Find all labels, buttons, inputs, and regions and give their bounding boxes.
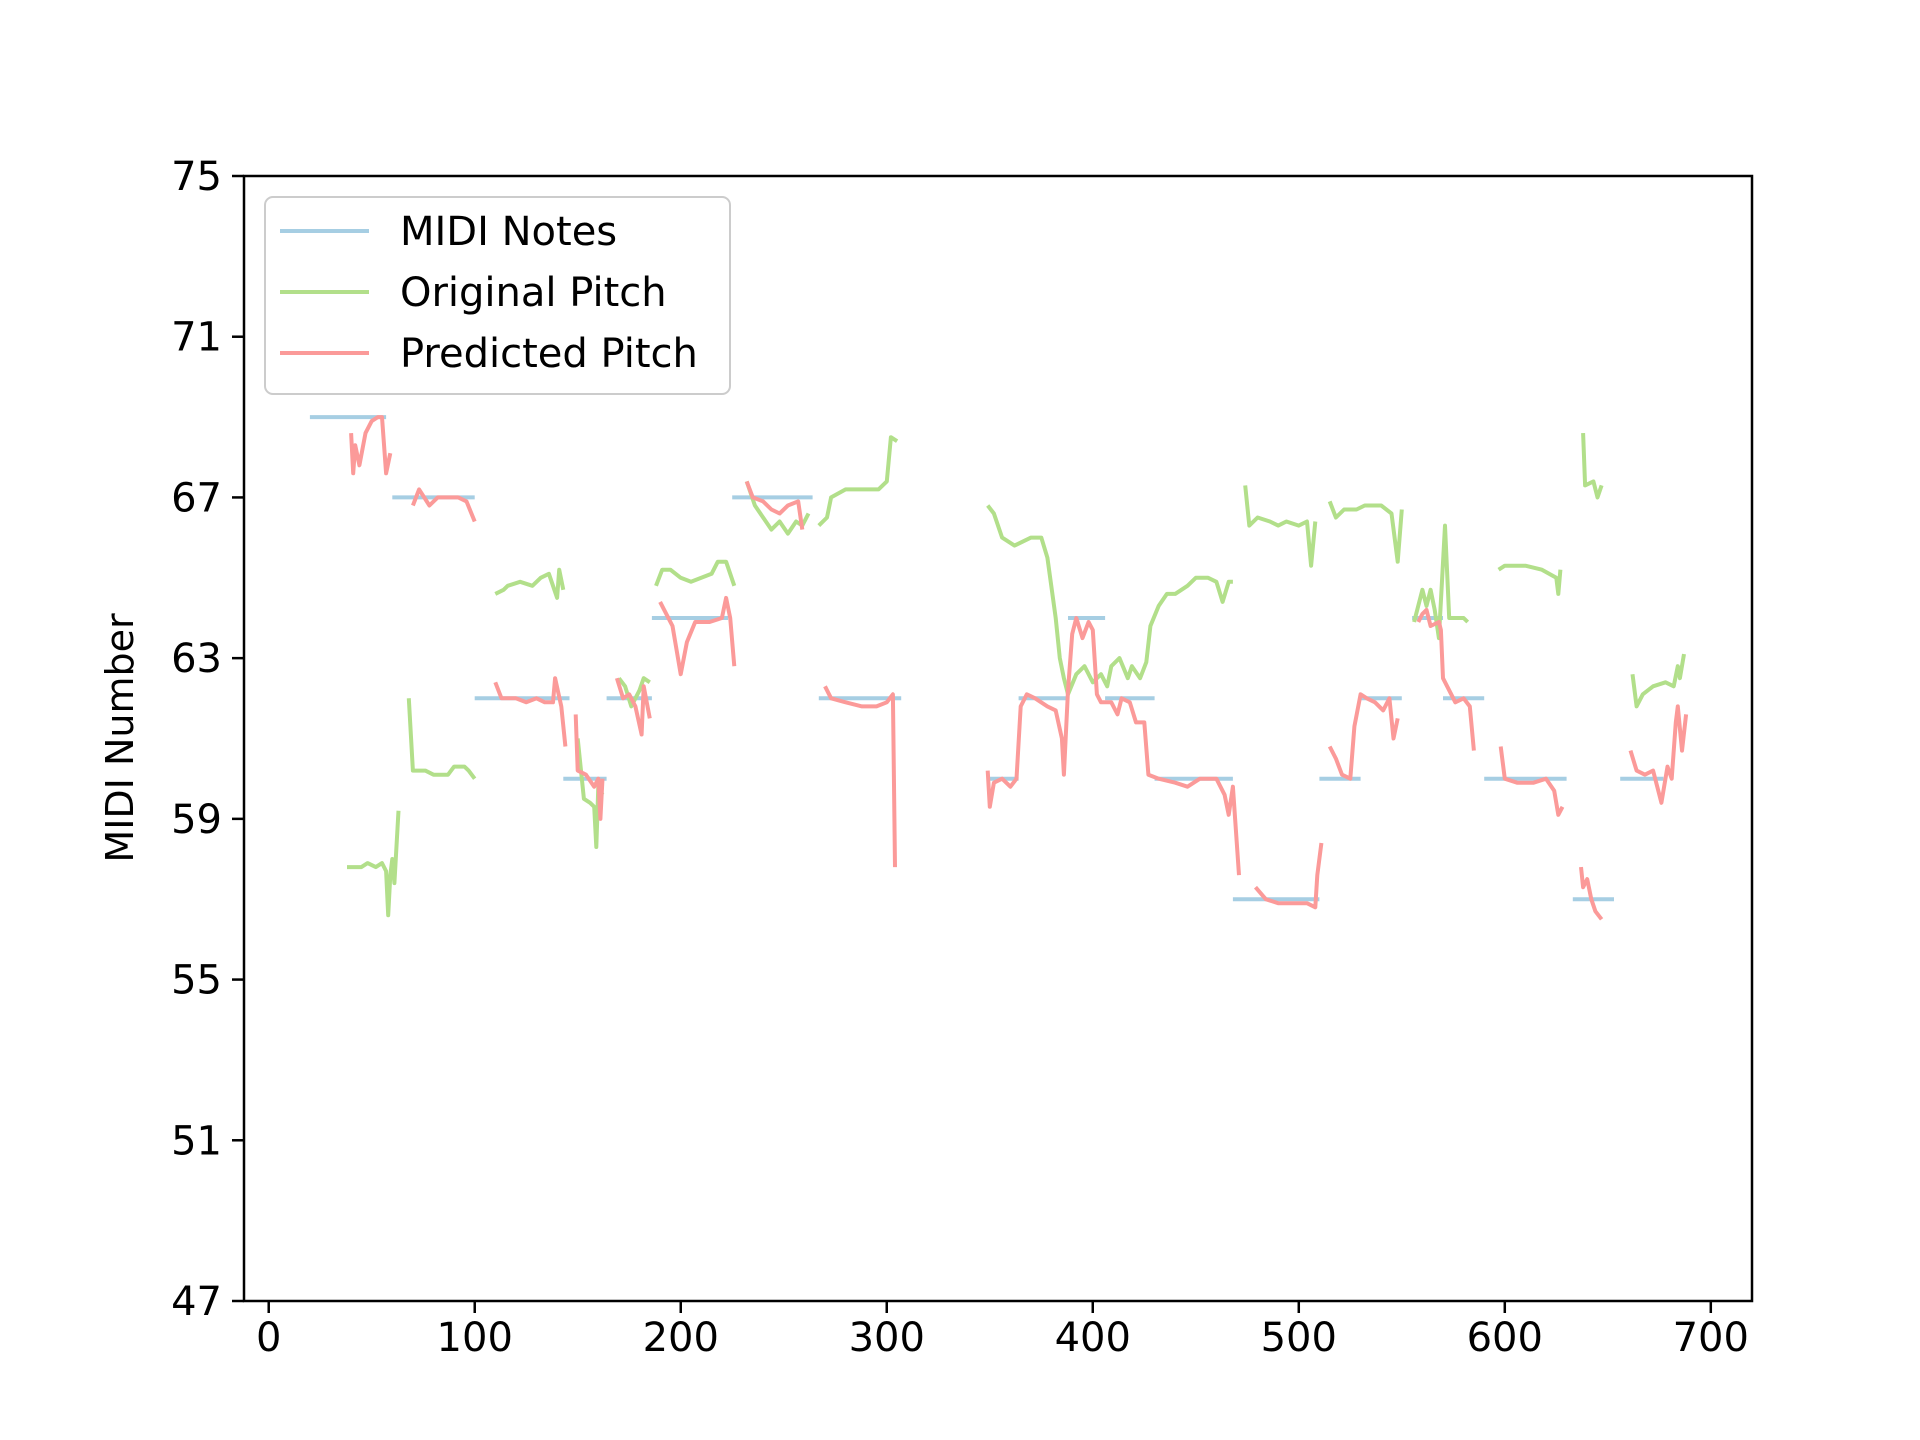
series-original-pitch — [347, 433, 1686, 918]
series-layer — [309, 415, 1689, 921]
predicted-pitch-segment — [614, 677, 652, 737]
predicted-pitch-segment — [1416, 607, 1476, 751]
ticks-layer: 0 100 200 300 400 500 600 700 47 51 55 59 63 67 71 75 — [171, 154, 1749, 1361]
original-pitch-segment — [1327, 500, 1404, 564]
predicted-pitch-segment — [823, 685, 897, 868]
series-predicted-pitch — [349, 415, 1689, 921]
y-tick-label: 71 — [171, 315, 222, 361]
legend-label-original-pitch: Original Pitch — [400, 270, 667, 316]
original-pitch-segment — [1497, 563, 1563, 596]
x-tick-label: 0 — [256, 1315, 281, 1361]
y-tick-label: 63 — [171, 636, 222, 682]
predicted-pitch-segment — [349, 415, 393, 476]
x-tick-label: 700 — [1673, 1315, 1749, 1361]
original-pitch-segment — [1243, 485, 1318, 568]
x-tick-label: 300 — [849, 1315, 925, 1361]
legend-label-predicted-pitch: Predicted Pitch — [400, 331, 698, 377]
x-tick-label: 400 — [1055, 1315, 1131, 1361]
predicted-pitch-segment — [573, 714, 605, 821]
y-tick-label: 55 — [171, 958, 222, 1004]
original-pitch-segment — [617, 676, 651, 709]
x-tick-label: 100 — [437, 1315, 513, 1361]
legend-box — [264, 196, 731, 395]
legend: MIDI Notes Original Pitch Predicted Pitc… — [264, 196, 731, 395]
predicted-pitch-segment — [985, 616, 1241, 876]
y-tick-label: 75 — [171, 154, 222, 200]
y-tick-label: 59 — [171, 797, 222, 843]
predicted-pitch-segment — [744, 480, 805, 530]
x-tick-label: 200 — [643, 1315, 719, 1361]
original-pitch-segment — [406, 698, 477, 780]
y-axis-label: MIDI Number — [98, 613, 142, 863]
legend-label-midi-notes: MIDI Notes — [400, 209, 617, 255]
original-pitch-segment — [1412, 523, 1470, 641]
original-pitch-segment — [986, 504, 1233, 697]
original-pitch-segment — [1630, 653, 1686, 709]
plot-frame — [242, 174, 1754, 1303]
original-pitch-segment — [1581, 433, 1604, 500]
predicted-pitch-segment — [1628, 704, 1689, 805]
original-pitch-segment — [654, 559, 737, 587]
original-pitch-segment — [347, 810, 401, 918]
x-tick-label: 500 — [1261, 1315, 1337, 1361]
x-tick-label: 600 — [1467, 1315, 1543, 1361]
original-pitch-segment — [494, 567, 566, 600]
predicted-pitch-segment — [1498, 746, 1565, 817]
original-pitch-segment — [817, 435, 899, 528]
predicted-pitch-segment — [411, 487, 477, 523]
predicted-pitch-segment — [1579, 866, 1604, 921]
y-tick-label: 67 — [171, 475, 222, 521]
predicted-pitch-segment — [1253, 842, 1324, 910]
predicted-pitch-segment — [658, 595, 737, 677]
y-tick-label: 47 — [171, 1279, 222, 1325]
predicted-pitch-segment — [1327, 692, 1400, 781]
predicted-pitch-segment — [493, 676, 568, 747]
y-tick-label: 51 — [171, 1118, 222, 1164]
